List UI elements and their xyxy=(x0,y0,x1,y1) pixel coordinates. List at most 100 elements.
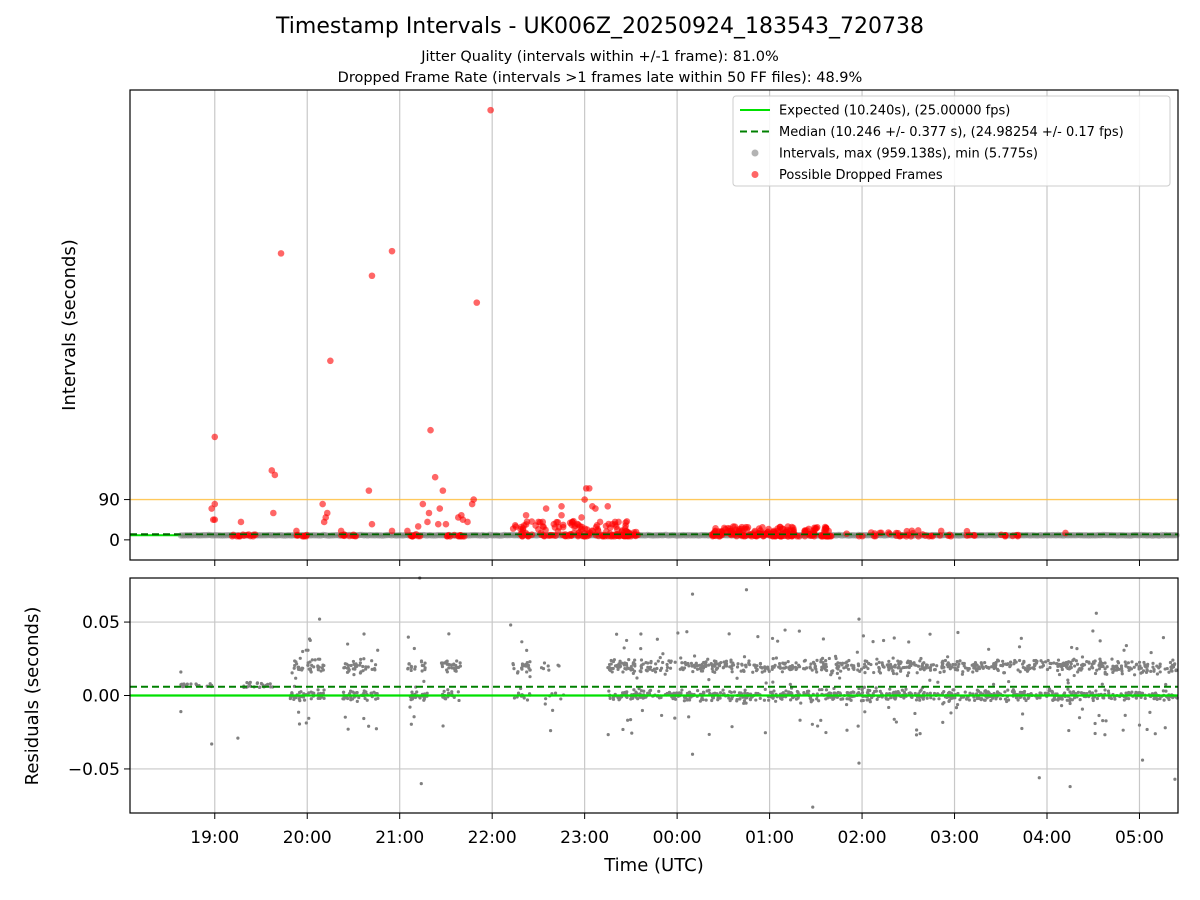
residual-point xyxy=(809,662,813,666)
residual-point xyxy=(987,647,991,651)
dropped-frame-point xyxy=(270,509,277,517)
residual-point xyxy=(625,638,629,643)
residual-point xyxy=(367,724,371,728)
residual-point xyxy=(747,661,751,665)
dropped-frame-point xyxy=(578,514,585,521)
residual-outlier-point xyxy=(179,710,183,714)
dropped-frame-point xyxy=(795,532,803,540)
dropped-frame-point xyxy=(388,527,396,535)
residual-point xyxy=(905,674,910,678)
residual-point xyxy=(824,658,828,663)
residual-point xyxy=(1101,664,1105,669)
residual-point xyxy=(1168,660,1173,665)
residual-point xyxy=(729,658,733,662)
residual-point xyxy=(692,663,696,667)
dropped-frame-point xyxy=(277,250,285,257)
dropped-frame-point xyxy=(871,530,879,537)
residual-point xyxy=(849,691,853,695)
residual-point xyxy=(609,662,613,666)
residual-point xyxy=(928,666,933,670)
residual-point xyxy=(941,720,945,724)
residual-point xyxy=(1010,689,1014,694)
residual-point xyxy=(1099,665,1103,669)
residual-point xyxy=(907,665,911,670)
residual-point xyxy=(1060,667,1064,672)
bottom-y-axis-label: Residuals (seconds) xyxy=(22,607,43,786)
residual-point xyxy=(423,667,427,672)
residual-point xyxy=(727,632,731,636)
residual-point xyxy=(702,691,706,695)
residual-point xyxy=(1051,698,1055,702)
residual-point xyxy=(949,691,953,695)
residual-point xyxy=(359,657,363,661)
residual-point xyxy=(995,667,1000,671)
residual-point xyxy=(374,727,379,731)
residual-point xyxy=(751,670,755,674)
residual-point xyxy=(346,642,350,646)
residual-point xyxy=(953,666,957,670)
residual-point xyxy=(824,665,828,669)
residual-point xyxy=(845,728,849,732)
residual-point xyxy=(189,682,193,686)
residual-point xyxy=(342,697,346,701)
residual-point xyxy=(422,679,426,683)
residual-point xyxy=(982,698,986,702)
residual-point xyxy=(803,658,807,662)
residual-point xyxy=(872,689,877,694)
residual-point xyxy=(268,685,273,689)
residual-point xyxy=(640,708,645,713)
residual-point xyxy=(771,657,775,661)
residual-point xyxy=(622,691,626,695)
residual-point xyxy=(1153,732,1157,736)
residual-point xyxy=(1155,672,1160,676)
residual-point xyxy=(408,705,412,709)
residual-point xyxy=(900,688,904,692)
residual-point xyxy=(885,663,889,667)
residual-point xyxy=(810,668,814,672)
residual-point xyxy=(362,632,366,636)
dropped-frame-point xyxy=(555,524,563,531)
residual-point xyxy=(794,661,798,665)
residual-point xyxy=(1073,664,1077,668)
residual-point xyxy=(409,665,414,670)
chart-subtitle-jitter: Jitter Quality (intervals within +/-1 fr… xyxy=(421,49,779,65)
residual-point xyxy=(625,695,629,700)
residual-point xyxy=(617,662,621,666)
residual-point xyxy=(1035,696,1039,700)
residual-point xyxy=(628,718,633,722)
residual-point xyxy=(322,688,326,692)
residual-point xyxy=(797,664,801,669)
dropped-frame-point xyxy=(464,518,471,526)
residual-point xyxy=(1056,658,1061,662)
residual-point xyxy=(1032,659,1036,663)
residual-point xyxy=(955,703,960,707)
residual-point xyxy=(891,691,895,695)
residual-point xyxy=(1149,669,1153,673)
residual-point xyxy=(639,670,643,674)
residual-point xyxy=(1137,665,1142,669)
residual-point xyxy=(861,698,865,703)
residual-point xyxy=(516,670,520,674)
residual-point xyxy=(915,671,919,675)
residual-point xyxy=(610,666,614,671)
residual-point xyxy=(1169,665,1173,669)
residual-point xyxy=(814,667,818,671)
residual-point xyxy=(1123,713,1127,717)
residual-point xyxy=(1074,659,1078,663)
residual-point xyxy=(886,697,890,701)
residual-point xyxy=(1049,661,1053,666)
residual-point xyxy=(343,662,347,666)
residual-point xyxy=(1062,663,1066,668)
residual-point xyxy=(341,690,346,694)
residual-point xyxy=(743,663,748,667)
residual-point xyxy=(742,655,747,659)
residual-point xyxy=(963,690,967,694)
residual-point xyxy=(912,661,916,665)
residual-point xyxy=(707,663,711,667)
residual-point xyxy=(770,636,775,641)
residual-point xyxy=(984,689,988,693)
top-plot-frame xyxy=(129,89,1179,561)
residual-point xyxy=(788,665,793,669)
residual-point xyxy=(1090,691,1095,695)
interval-point xyxy=(1173,531,1180,539)
